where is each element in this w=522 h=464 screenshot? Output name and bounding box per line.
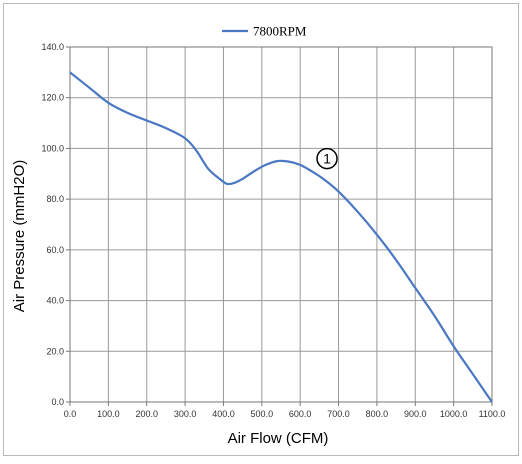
y-tick-label-4: 80.0: [46, 194, 64, 204]
y-axis-title: Air Pressure (mmH2O): [11, 160, 28, 313]
y-tick-label-6: 120.0: [41, 93, 64, 103]
y-tick-label-5: 100.0: [41, 143, 64, 153]
x-tick-label-6: 600.0: [289, 409, 312, 419]
x-tick-label-0: 0.0: [64, 409, 77, 419]
y-tick-label-2: 40.0: [46, 296, 64, 306]
plot-area-border: [69, 46, 493, 403]
x-tick-label-1: 100.0: [97, 409, 120, 419]
annotation-label-0: 1: [323, 151, 331, 167]
y-tick-label-1: 20.0: [46, 346, 64, 356]
annotation-circle-0: [316, 147, 338, 170]
annotation-layer: 1: [316, 147, 338, 170]
x-axis-title: Air Flow (CFM): [228, 430, 329, 447]
y-tick-label-7: 140.0: [41, 42, 64, 52]
x-tick-label-4: 400.0: [212, 409, 235, 419]
x-tick-label-5: 500.0: [251, 409, 274, 419]
x-tick-label-10: 1000.0: [440, 409, 468, 419]
legend-entry-label: 7800RPM: [253, 24, 307, 39]
x-tick-label-7: 700.0: [327, 409, 350, 419]
legend: 7800RPM: [222, 24, 307, 39]
x-tick-labels: 0.0 100.0 200.0 300.0 400.0 500.0 600.0 700.0 80…: [64, 409, 506, 419]
x-tick-label-9: 900.0: [404, 409, 427, 419]
x-tick-label-8: 800.0: [366, 409, 389, 419]
x-tick-label-11: 1100.0: [479, 409, 506, 419]
y-tick-labels: 0.0 20.0 40.0 60.0 80.0 100.0 120.0 140.0: [41, 42, 64, 407]
x-tick-label-2: 200.0: [135, 409, 158, 419]
x-tick-label-3: 300.0: [174, 409, 197, 419]
chart-border: [3, 3, 519, 456]
y-tick-label-3: 60.0: [46, 245, 64, 255]
y-tick-label-0: 0.0: [51, 397, 64, 407]
series-layer: [69, 71, 493, 403]
series-line-0: [69, 71, 493, 403]
